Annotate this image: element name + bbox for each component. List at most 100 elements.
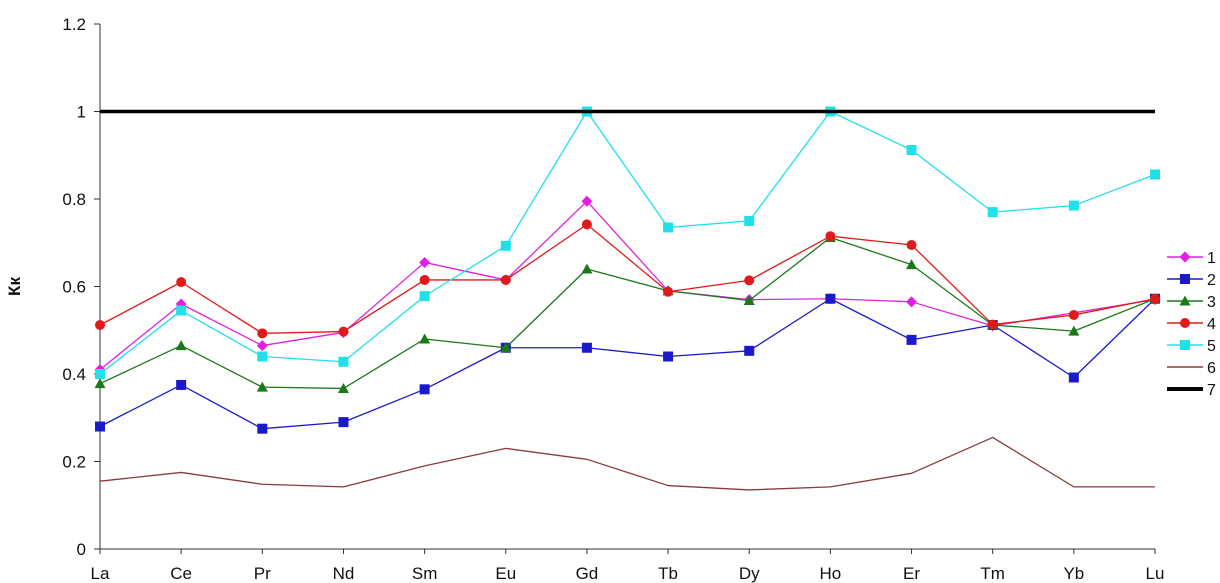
series-5-point-La [95,369,105,379]
series-4-point-La [95,320,105,330]
series-1 [94,195,1161,376]
series-4-point-Lu [1150,293,1160,304]
series-1-point-Sm [419,256,431,268]
legend-label: 6 [1207,360,1216,377]
x-tick-label-Ho: Ho [820,564,842,583]
series-4-point-Gd [581,219,592,230]
x-tick-label-Ce: Ce [170,564,192,583]
series-3-point-Yb [1068,325,1080,336]
series-2 [95,293,1160,434]
legend-label: 2 [1207,272,1216,289]
series-4-point-Ce [176,277,187,288]
legend-label: 5 [1207,338,1216,355]
series-3-point-Er [906,259,918,270]
series-2-point-Dy [744,345,755,356]
series-5-point-Tb [663,222,674,233]
series-4-point-Pr [257,328,268,339]
x-tick-label-Yb: Yb [1063,564,1084,583]
series-3 [94,232,1161,393]
series-2-point-Tb [663,351,674,362]
x-tick-label-Pr: Pr [254,564,271,583]
x-tick-label-Er: Er [903,564,920,583]
series-5-point-Nd [338,356,349,367]
series-5-point-Eu [500,240,511,251]
series-3-point-Sm [419,333,431,344]
series-layer [94,106,1161,491]
series-4 [95,219,1160,339]
series-2-point-Gd [581,342,592,353]
series-5 [95,106,1160,379]
y-tick-label: 0 [77,540,86,559]
series-3-point-Dy [743,295,755,305]
legend-item-5: 5 [1167,338,1216,355]
legend-item-4: 4 [1167,316,1216,333]
series-2-point-Yb [1068,372,1079,383]
legend-marker [1180,318,1190,328]
series-2-point-Er [906,334,917,345]
series-5-point-Tm [987,207,998,218]
series-1-point-Pr [256,340,268,352]
series-4-point-Nd [338,326,349,337]
legend-marker [1179,251,1191,263]
x-tick-label-Dy: Dy [739,564,760,583]
y-axis-label: Кк [5,277,24,296]
series-3-point-Gd [581,263,593,274]
series-5-point-Ce [176,305,187,316]
series-3-point-Pr [256,381,268,392]
series-4-point-Dy [744,275,755,286]
legend-marker [1180,340,1190,350]
series-4-point-Ho [825,231,836,242]
x-tick-label-La: La [91,564,110,583]
legend-marker [1180,274,1190,284]
series-6 [99,436,1155,491]
x-tick-label-Sm: Sm [412,564,438,583]
y-tick-label: 0.2 [62,453,86,472]
legend-marker [1179,295,1191,306]
series-5-point-Pr [257,351,268,362]
series-1-point-Er [906,296,918,308]
series-2-line [99,298,1156,430]
series-4-point-Eu [500,274,511,285]
y-tick-label: 0.8 [62,190,86,209]
series-4-point-Yb [1068,309,1079,320]
x-tick-label-Gd: Gd [576,564,599,583]
series-2-point-Sm [419,384,430,395]
series-5-line [99,110,1156,375]
series-5-point-Lu [1150,169,1160,180]
series-2-point-Ce [176,379,187,390]
legend-label: 3 [1207,294,1216,311]
legend-item-6: 6 [1167,360,1216,377]
series-3-point-Eu [500,342,512,353]
legend-label: 7 [1207,382,1216,399]
series-2-point-Pr [257,423,268,434]
series-3-point-Nd [337,382,349,393]
legend-item-2: 2 [1167,272,1216,289]
series-3-point-Ce [175,340,187,351]
series-4-point-Er [906,239,917,250]
series-6-line [99,436,1155,491]
y-tick-label: 0.4 [62,365,86,384]
x-tick-label-Tm: Tm [980,564,1005,583]
series-2-point-Ho [825,293,836,304]
legend-item-7: 7 [1167,382,1216,399]
axes: 0 0.2 0.4 0.6 0.8 1 1.2 La Ce Pr Nd Sm Eu Gd Tb Dy Ho Er T… [62,15,1164,583]
series-4-point-Tm [987,319,998,330]
series-4-point-Sm [419,274,430,285]
legend-label: 1 [1207,250,1216,267]
legend-label: 4 [1207,316,1216,333]
series-2-point-La [95,421,105,432]
x-tick-label-Eu: Eu [495,564,516,583]
legend-item-3: 3 [1167,294,1216,311]
series-3-line [99,236,1156,390]
series-5-point-Sm [419,291,430,302]
series-4-line [99,223,1156,334]
y-tick-label: 1 [77,103,86,122]
series-3-point-La [94,378,106,389]
x-tick-label-Nd: Nd [333,564,355,583]
y-tick-label: 0.6 [62,278,86,297]
y-tick-label: 1.2 [62,15,86,34]
series-1-point-Gd [581,195,593,207]
series-4-point-Tb [663,286,674,297]
